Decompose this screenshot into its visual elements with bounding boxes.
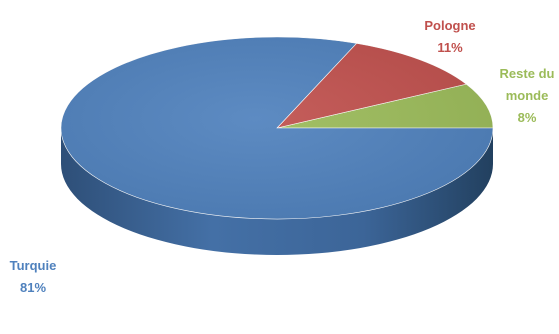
label-reste-du-monde: Reste du monde 8% [500,66,555,125]
pie-top-shade [61,37,493,219]
label-reste-du-monde-line: Reste du [500,66,555,81]
label-pologne: Pologne 11% [424,18,475,55]
pie-side-band [61,128,493,255]
label-pologne-line: Pologne [424,18,475,33]
label-reste-du-monde-line: 8% [518,110,537,125]
label-turquie-line: Turquie [10,258,57,273]
label-reste-du-monde-line: monde [506,88,549,103]
label-turquie-line: 81% [20,280,46,295]
label-pologne-line: 11% [437,40,463,55]
pie-labels: Pologne 11% Reste du monde 8% Turquie 81% [10,18,555,295]
pie-side [61,128,493,255]
label-turquie: Turquie 81% [10,258,57,295]
pie-top [60,36,494,220]
